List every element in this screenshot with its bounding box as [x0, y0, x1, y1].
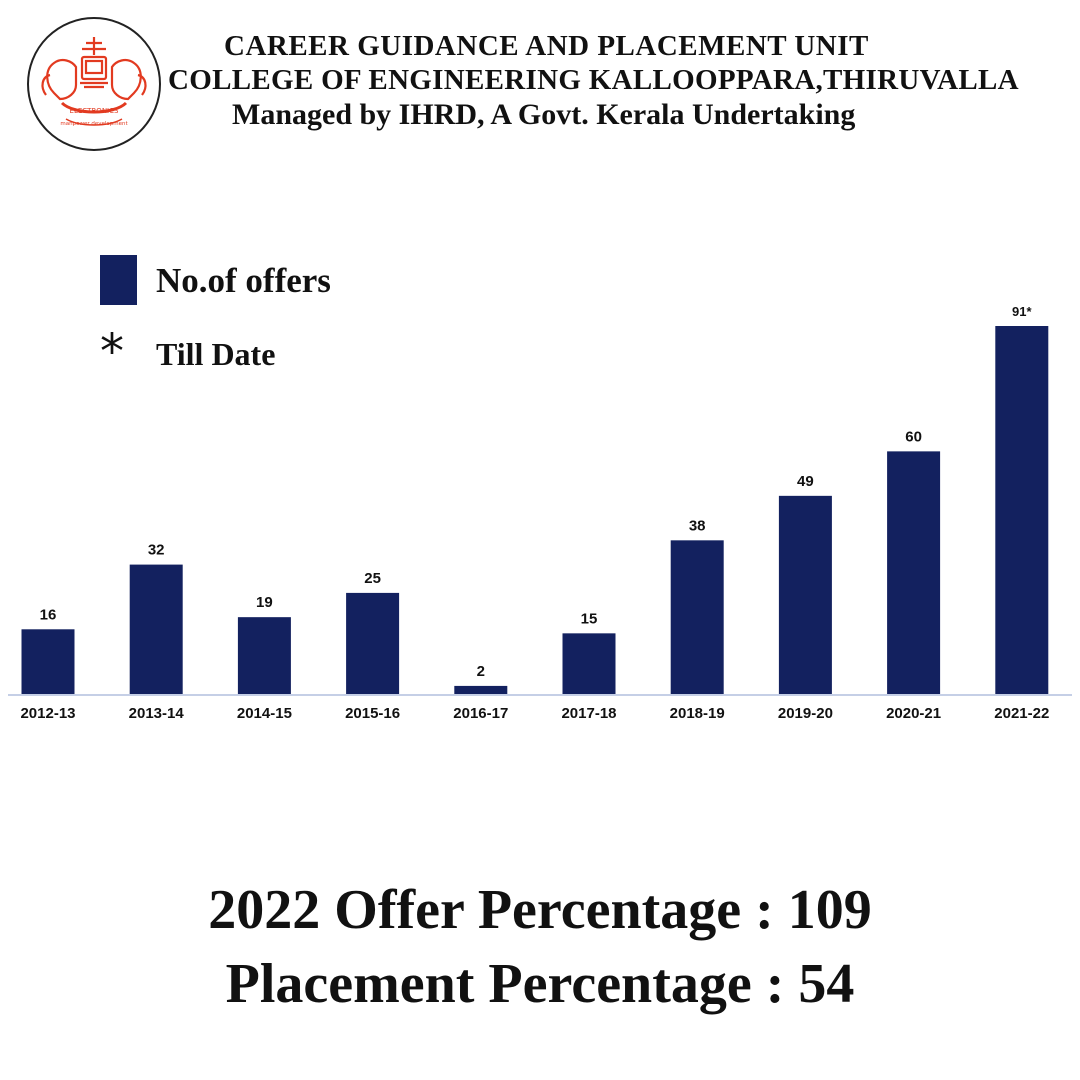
legend-till-date-label: Till Date: [156, 336, 276, 372]
x-tick-label-2014-15: 2014-15: [237, 705, 292, 722]
logo-text-bottom: manpower development: [60, 121, 128, 127]
data-label-2019-20: 49: [797, 473, 814, 490]
bar-2013-14: [129, 564, 183, 694]
x-tick-label-2021-22: 2021-22: [994, 705, 1049, 722]
header-college-name: COLLEGE OF ENGINEERING KALLOOPPARA,THIRU…: [168, 64, 1019, 96]
x-tick-label-2020-21: 2020-21: [886, 705, 941, 722]
bar-2015-16: [346, 592, 400, 694]
elephant-emblem-icon: [41, 37, 147, 126]
offers-bar-chart: 16 2012-13 32 2013-14 19 2014-15 25 2015-16 2 201…: [8, 304, 1072, 722]
legend-series-label: No.of offers: [156, 261, 331, 300]
ihrd-logo: ELECTRONICS manpower development: [27, 17, 161, 151]
data-label-2016-17: 2: [477, 663, 485, 680]
bar-2012-13: [21, 629, 75, 694]
placement-percentage-text: Placement Percentage : 54: [225, 953, 855, 1015]
legend-swatch: [100, 255, 137, 305]
x-tick-label-2018-19: 2018-19: [670, 705, 725, 722]
offer-percentage-text: 2022 Offer Percentage : 109: [208, 879, 872, 941]
x-tick-label-2013-14: 2013-14: [129, 705, 185, 722]
bar-2021-22: [995, 326, 1049, 694]
bar-2017-18: [562, 633, 616, 694]
bar-2020-21: [887, 451, 941, 694]
header-managed-by: Managed by IHRD, A Govt. Kerala Undertak…: [232, 98, 856, 131]
data-label-2020-21: 60: [905, 428, 922, 445]
data-label-2014-15: 19: [256, 594, 273, 611]
x-tick-label-2015-16: 2015-16: [345, 705, 400, 722]
x-tick-label-2017-18: 2017-18: [561, 705, 616, 722]
x-tick-label-2016-17: 2016-17: [453, 705, 508, 722]
x-tick-label-2012-13: 2012-13: [20, 705, 75, 722]
data-label-2015-16: 25: [364, 570, 381, 587]
bar-2018-19: [670, 540, 724, 694]
header-unit-title: CAREER GUIDANCE AND PLACEMENT UNIT: [224, 30, 869, 62]
data-label-2013-14: 32: [148, 542, 165, 559]
data-label-2021-22: 91*: [1012, 304, 1032, 319]
logo-text-top: ELECTRONICS: [70, 107, 119, 115]
legend-star-symbol: *: [100, 324, 124, 380]
data-label-2018-19: 38: [689, 517, 706, 534]
bar-2019-20: [778, 495, 832, 694]
data-label-2017-18: 15: [581, 610, 598, 627]
bar-2016-17: [454, 685, 508, 694]
x-tick-label-2019-20: 2019-20: [778, 705, 833, 722]
bar-2014-15: [237, 617, 291, 694]
data-label-2012-13: 16: [40, 606, 57, 623]
